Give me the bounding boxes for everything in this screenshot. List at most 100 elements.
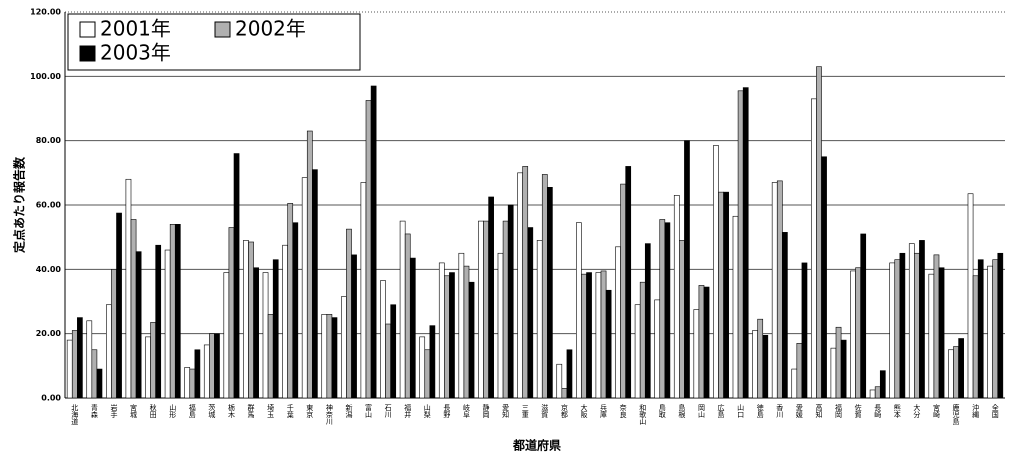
x-tick-label: 茨城 <box>208 403 216 419</box>
x-tick-label: 北海道 <box>71 404 79 426</box>
bar <box>821 156 827 399</box>
bar <box>341 296 347 399</box>
bar <box>438 262 445 399</box>
bar <box>703 286 710 399</box>
bar <box>659 219 666 399</box>
bar <box>346 228 352 399</box>
bar <box>91 349 98 399</box>
bar <box>556 363 563 399</box>
x-tick-label: 新潟 <box>345 403 353 419</box>
bar <box>713 145 719 399</box>
x-tick-label: 大分 <box>913 403 921 419</box>
bar <box>243 240 249 399</box>
bar <box>449 272 455 399</box>
bar <box>419 336 426 399</box>
x-tick-label: 沖縄 <box>972 403 980 419</box>
bar <box>390 304 397 399</box>
bar <box>214 333 220 399</box>
bar <box>908 243 915 399</box>
legend-swatch <box>79 21 96 38</box>
x-tick-label: 栃木 <box>227 403 235 419</box>
bar <box>116 212 122 399</box>
legend-label: 2002年 <box>235 17 306 41</box>
bar <box>155 244 162 399</box>
bar <box>987 265 993 399</box>
bar <box>757 318 764 399</box>
bar <box>365 100 372 399</box>
x-tick-label: 滋賀 <box>541 403 549 419</box>
bar <box>811 98 817 399</box>
bar <box>331 317 338 399</box>
bar <box>889 262 896 399</box>
y-tick-label: 0.00 <box>41 394 61 403</box>
x-tick-label: 熊本 <box>893 403 901 419</box>
bar <box>581 273 587 399</box>
x-tick-label: 島根 <box>678 403 686 419</box>
bar <box>625 166 632 399</box>
bar <box>174 224 181 399</box>
bar <box>287 203 294 399</box>
bar <box>262 272 269 399</box>
x-tick-label: 奈良 <box>619 403 627 419</box>
bar <box>679 240 685 399</box>
bar <box>351 254 357 399</box>
y-tick-label: 80.00 <box>36 136 62 145</box>
bar <box>561 388 568 399</box>
bar <box>429 325 436 399</box>
bar <box>782 232 788 399</box>
bar <box>272 259 279 399</box>
bar <box>106 304 112 399</box>
x-tick-label: 静岡 <box>482 403 490 419</box>
bar <box>776 180 783 399</box>
bar <box>586 272 592 399</box>
bar <box>830 347 837 399</box>
x-tick-label: 鹿児島 <box>952 403 960 426</box>
x-tick-label: 大阪 <box>580 403 588 419</box>
bar <box>135 251 142 399</box>
bar <box>86 320 93 399</box>
bar <box>321 314 328 399</box>
y-tick-label: 60.00 <box>36 201 62 210</box>
x-tick-label: 徳島 <box>756 403 764 419</box>
x-tick-label: 長野 <box>443 404 451 418</box>
x-tick-label: 東京 <box>306 403 314 418</box>
bar <box>424 349 431 399</box>
x-tick-label: 山梨 <box>423 404 431 419</box>
bar <box>301 177 308 399</box>
bar <box>547 187 553 399</box>
bar <box>620 183 626 399</box>
bar <box>576 222 582 399</box>
x-tick-label: 長崎 <box>874 404 882 418</box>
x-tick-label: 秋田 <box>149 403 157 419</box>
legend-swatch <box>79 45 96 62</box>
bar <box>752 330 758 399</box>
x-tick-label: 香川 <box>776 403 784 418</box>
x-tick-label: 宮城 <box>130 403 138 419</box>
y-axis-title: 定点あたり報告数 <box>12 156 27 254</box>
bar <box>306 130 313 399</box>
bar <box>869 389 876 399</box>
bar <box>111 269 117 399</box>
bar <box>522 166 529 399</box>
bar <box>850 270 856 399</box>
bar <box>541 174 548 399</box>
bar <box>693 309 700 399</box>
x-tick-label: 愛知 <box>502 403 510 419</box>
bar <box>483 220 489 399</box>
bar <box>771 182 778 399</box>
bar <box>840 339 847 399</box>
bar <box>605 289 612 399</box>
bar <box>796 343 803 399</box>
bar <box>972 275 979 399</box>
bar <box>497 252 504 399</box>
bar <box>507 204 514 399</box>
bar <box>77 317 83 399</box>
bar <box>409 257 416 399</box>
bar <box>948 349 954 399</box>
bar <box>326 314 333 399</box>
bar <box>816 66 822 399</box>
bar <box>536 240 543 399</box>
bar <box>874 386 881 399</box>
x-tick-label: 山形 <box>169 404 177 419</box>
bar <box>879 370 886 399</box>
